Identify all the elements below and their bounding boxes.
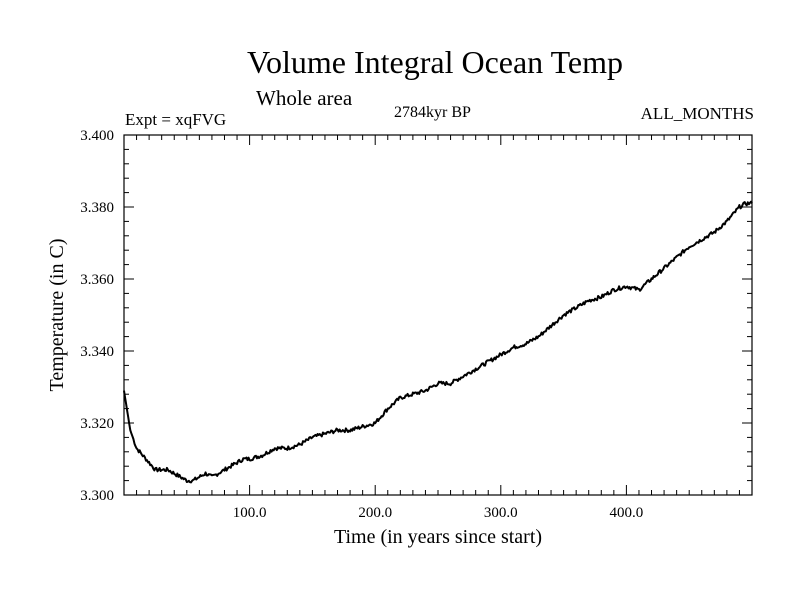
plot-frame [123,134,753,496]
x-tick-label: 200.0 [358,505,392,521]
series-line [123,200,753,484]
y-tick-label: 3.300 [80,488,114,504]
y-axis-label: Temperature (in C) [46,239,68,392]
x-tick-label: 400.0 [610,505,644,521]
ticks-layer [124,135,752,495]
y-tick-label: 3.360 [80,272,114,288]
months-label: ALL_MONTHS [640,104,754,123]
experiment-label: Expt = xqFVG [125,110,227,129]
chart-subtitle: Whole area [256,86,353,110]
period-label: 2784kyr BP [394,104,471,121]
y-tick-label: 3.380 [80,200,114,216]
x-tick-label: 300.0 [484,505,518,521]
x-tick-label: 100.0 [233,505,267,521]
y-tick-label: 3.320 [80,416,114,432]
y-tick-label: 3.340 [80,344,114,360]
y-tick-label: 3.400 [80,128,114,144]
chart-title: Volume Integral Ocean Temp [246,44,623,80]
x-axis-label: Time (in years since start) [334,526,542,548]
tick-labels-layer: 100.0 200.0 300.0 400.0 3.300 3.320 3.340 3.360… [80,128,643,521]
